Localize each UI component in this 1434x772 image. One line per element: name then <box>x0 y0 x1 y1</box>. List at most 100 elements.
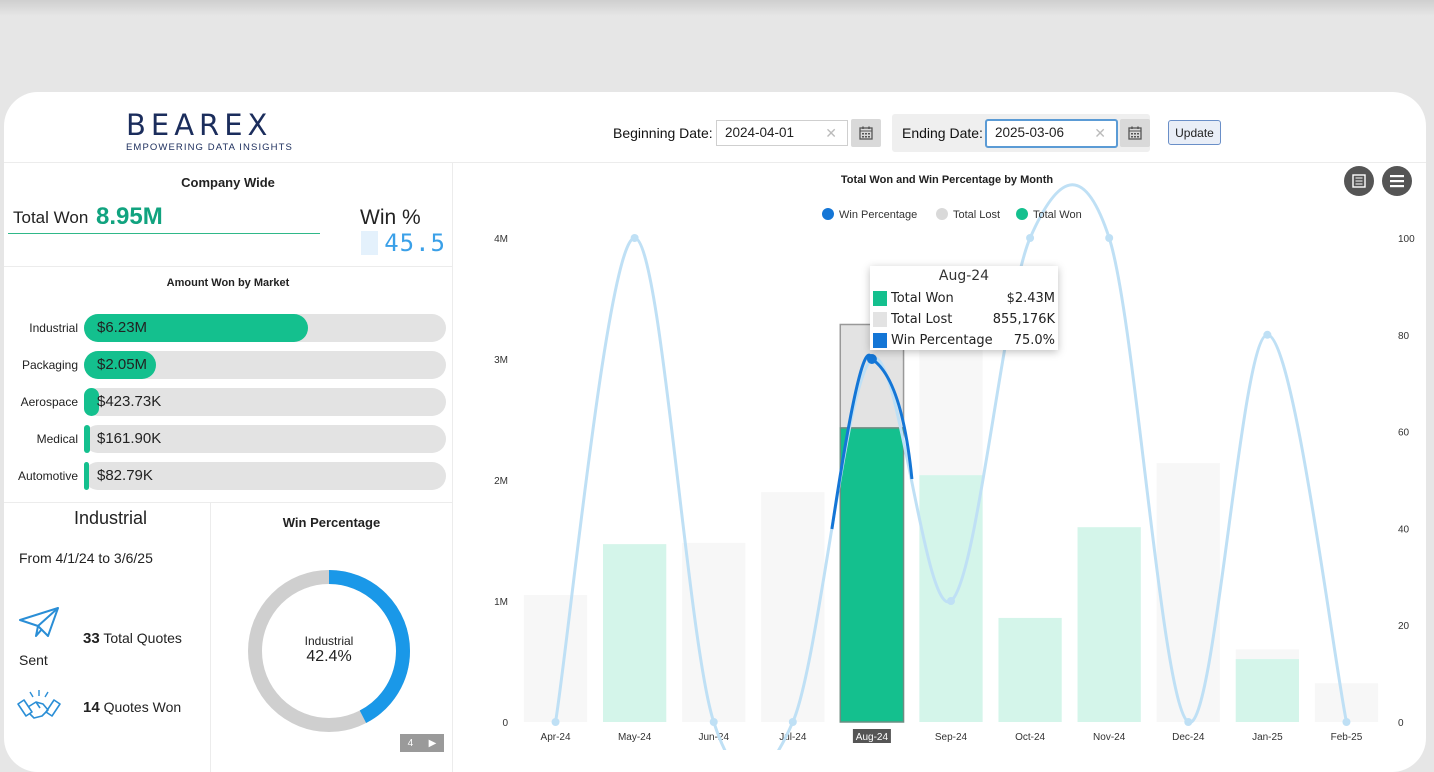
y-left-tick-label: 4M <box>494 234 508 245</box>
ending-date-value: 2025-03-06 <box>995 125 1065 140</box>
win-percentage-point <box>630 234 639 242</box>
tooltip-row-name: Total Won <box>891 291 954 306</box>
chart-tooltip: Aug-24 Total Won $2.43M Total Lost 855,1… <box>870 266 1058 350</box>
market-name: Industrial <box>29 321 78 335</box>
market-fill <box>84 462 89 490</box>
quotes-won-count: 14 <box>83 699 100 716</box>
donut-center-value: 42.4% <box>306 648 352 665</box>
legend-marker <box>1016 208 1028 220</box>
company-wide-title: Company Wide <box>181 175 275 190</box>
x-tick-label: Dec-24 <box>1172 732 1205 743</box>
total-quotes-label: Total Quotes <box>103 630 182 646</box>
logo-word: BEAREX <box>126 108 273 142</box>
total-won-label: Total Won <box>13 208 89 227</box>
y-right-tick-label: 100 <box>1398 234 1415 245</box>
x-tick-label: Sep-24 <box>935 732 968 743</box>
market-value: $2.05M <box>97 356 148 373</box>
y-left-tick-label: 0 <box>502 718 508 729</box>
bar-total-lost <box>1235 649 1299 660</box>
bar-total-won <box>603 544 667 722</box>
bar-total-won <box>839 427 905 723</box>
y-right-tick-label: 0 <box>1398 718 1404 729</box>
sent-label: Sent <box>19 652 48 668</box>
bar-total-lost <box>1156 463 1220 722</box>
handshake-icon <box>16 688 62 729</box>
market-value: $423.73K <box>97 393 162 410</box>
quotes-won: 14 Quotes Won <box>83 699 181 716</box>
x-label-highlight <box>852 729 891 743</box>
tooltip-swatch <box>873 291 887 306</box>
industrial-title: Industrial <box>74 508 148 528</box>
y-right-tick-label: 20 <box>1398 621 1410 632</box>
total-won-underline <box>8 233 320 234</box>
top-shadow <box>0 0 1434 16</box>
ending-date-label: Ending Date: <box>902 125 983 141</box>
menu-icon[interactable] <box>1382 166 1412 196</box>
bar-total-lost <box>523 594 588 722</box>
clear-icon[interactable]: ✕ <box>825 125 837 141</box>
win-percentage-title: Win Percentage <box>282 515 381 530</box>
market-value: $6.23M <box>97 319 148 336</box>
update-button[interactable]: Update <box>1168 120 1221 145</box>
market-name: Medical <box>36 432 78 446</box>
beginning-date-input[interactable]: 2024-04-01 ✕ <box>716 120 848 146</box>
pager[interactable]: 4 ▶ <box>400 734 444 752</box>
win-percentage-point <box>947 597 955 605</box>
market-name: Aerospace <box>20 395 78 409</box>
logo-tagline: EMPOWERING DATA INSIGHTS <box>126 142 293 153</box>
legend-label: Win Percentage <box>839 209 917 221</box>
industrial-range: From 4/1/24 to 3/6/25 <box>19 550 153 566</box>
donut-center-label: Industrial <box>304 634 354 648</box>
next-arrow-icon[interactable]: ▶ <box>428 737 437 749</box>
legend-marker <box>822 208 834 220</box>
tooltip-row-name: Total Lost <box>891 312 953 327</box>
table-view-icon[interactable] <box>1344 166 1374 196</box>
clear-icon[interactable]: ✕ <box>1094 125 1106 141</box>
bar-total-won <box>1077 527 1141 722</box>
market-track <box>84 388 446 416</box>
tooltip-row-value: 75.0% <box>1013 333 1055 348</box>
ending-date-input[interactable]: 2025-03-06 ✕ <box>985 119 1118 148</box>
total-quotes-count: 33 <box>83 630 100 647</box>
market-name: Automotive <box>17 469 78 483</box>
markets-divider <box>4 502 452 503</box>
total-quotes: 33 Total Quotes <box>83 630 182 647</box>
calendar-icon[interactable] <box>851 119 881 147</box>
market-track <box>84 425 446 453</box>
win-percentage-point <box>1263 330 1272 339</box>
quotes-won-label: Quotes Won <box>103 699 182 715</box>
paper-plane-icon <box>18 606 62 645</box>
y-left-tick-label: 1M <box>494 597 508 608</box>
x-tick-label: May-24 <box>618 732 652 743</box>
y-right-tick-label: 80 <box>1398 331 1410 342</box>
market-row: Industrial $6.23M <box>4 314 454 342</box>
x-tick-label: Aug-24 <box>856 732 889 743</box>
x-tick-label: Jan-25 <box>1252 732 1283 743</box>
chart-title: Total Won and Win Percentage by Month <box>840 174 1054 186</box>
x-tick-label: Nov-24 <box>1093 732 1126 743</box>
tooltip-swatch <box>873 312 887 327</box>
win-percentage-point <box>551 718 560 726</box>
y-left-tick-label: 3M <box>494 355 508 366</box>
win-percentage-donut: Industrial 42.4% <box>244 566 414 736</box>
win-pct-value: 45.5 <box>361 231 446 255</box>
market-fill <box>84 425 90 453</box>
tooltip-row: Total Won $2.43M <box>870 288 1058 309</box>
bottom-divider <box>210 502 211 772</box>
win-percentage-point <box>1026 234 1035 242</box>
beginning-date-label: Beginning Date: <box>613 125 713 141</box>
bar-total-lost <box>682 542 746 722</box>
pager-page: 4 <box>407 737 414 749</box>
market-value: $82.79K <box>97 467 153 484</box>
x-tick-label: Apr-24 <box>541 732 571 743</box>
tooltip-title: Aug-24 <box>938 268 990 284</box>
beginning-date-value: 2024-04-01 <box>725 125 795 140</box>
legend-label: Total Lost <box>953 209 1000 221</box>
market-fill <box>84 314 309 342</box>
bar-total-lost <box>761 492 825 722</box>
tooltip-swatch <box>873 333 887 348</box>
logo: BEAREX EMPOWERING DATA INSIGHTS <box>126 110 306 153</box>
calendar-icon[interactable] <box>1120 119 1150 147</box>
header-divider <box>4 162 1426 163</box>
win-percentage-point <box>1105 234 1114 242</box>
